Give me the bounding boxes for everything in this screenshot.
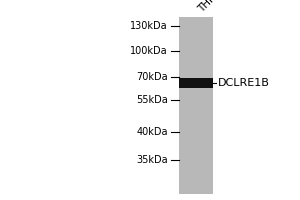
Bar (178, 78, 213, 88)
Text: 55kDa: 55kDa (136, 95, 168, 105)
Text: THP-1: THP-1 (196, 0, 225, 14)
Text: 100kDa: 100kDa (130, 46, 168, 56)
Text: 35kDa: 35kDa (136, 155, 168, 165)
Bar (178, 17, 213, 194)
Text: 40kDa: 40kDa (136, 127, 168, 137)
Text: 130kDa: 130kDa (130, 21, 168, 31)
Text: DCLRE1B: DCLRE1B (218, 78, 269, 88)
Text: 70kDa: 70kDa (136, 72, 168, 82)
